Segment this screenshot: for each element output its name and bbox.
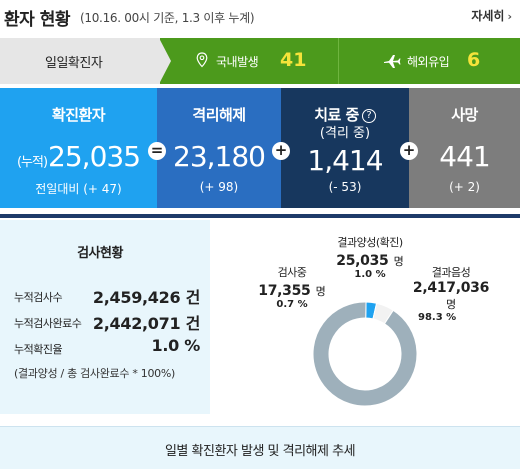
negative-unit: 명	[445, 298, 457, 311]
treating-box: 치료 중? (격리 중) 1,414 (- 53)	[281, 88, 409, 208]
plus-sign: +	[400, 142, 418, 160]
negative-pct: 98.3 %	[418, 312, 457, 323]
released-change: (+ 98)	[199, 180, 239, 194]
test-row: 누적확진율 1.0 %	[14, 336, 200, 360]
testing-unit: 명	[315, 285, 326, 298]
donut-chart	[312, 301, 418, 407]
positive-unit: 명	[393, 255, 404, 268]
testing-pct: 0.7 %	[276, 299, 308, 310]
slice-negative	[312, 301, 418, 407]
map-pin-icon	[196, 52, 208, 68]
treating-sublabel: (격리 중)	[319, 126, 371, 141]
treating-value: 1,414	[307, 144, 383, 177]
confirmed-value: 25,035	[48, 140, 141, 173]
summary-row: 확진환자 (누적)25,035 전일대비 (+ 47) = 격리해제 23,18…	[0, 88, 520, 208]
treating-label: 치료 중	[314, 106, 359, 124]
label-positive: 결과양성(확진) 25,035 명 1.0 %	[320, 234, 420, 280]
positive-pct: 1.0 %	[354, 269, 386, 280]
confirmed-value-wrap: (누적)25,035	[0, 140, 157, 173]
confirmed-box: 확진환자 (누적)25,035 전일대비 (+ 47)	[0, 88, 157, 208]
plus-sign: +	[272, 142, 290, 160]
page-header: 환자 현황 (10.16. 00시 기준, 1.3 이후 누계) 자세히 ›	[0, 0, 520, 36]
testing-count: 17,355	[258, 283, 311, 299]
equals-sign: =	[148, 142, 166, 160]
detail-label: 자세히	[471, 9, 505, 23]
test-row-label: 누적검사완료수	[14, 317, 82, 330]
detail-link[interactable]: 자세히 ›	[471, 7, 512, 24]
positive-count: 25,035	[336, 253, 389, 269]
positive-name: 결과양성(확진)	[337, 236, 403, 249]
deaths-value: 441	[439, 140, 490, 173]
label-testing: 검사중 17,355 명 0.7 %	[252, 264, 332, 310]
label-negative: 결과음성 2,417,036 명 98.3 %	[396, 264, 506, 323]
domestic-box: 국내발생 41	[159, 38, 338, 84]
test-row-label: 누적확진율	[14, 343, 63, 356]
released-label: 격리해제	[192, 106, 246, 124]
test-result-chart: 검사중 17,355 명 0.7 % 결과양성(확진) 25,035 명 1.0…	[210, 220, 520, 414]
domestic-value: 41	[280, 49, 307, 71]
test-row-label: 누적검사수	[14, 291, 63, 304]
overseas-box: 해외유입 6	[338, 38, 520, 84]
plane-icon	[384, 55, 401, 68]
confirmed-label: 확진환자	[51, 106, 106, 124]
chevron-right-icon: ›	[507, 10, 512, 23]
confirmed-change: 전일대비 (+ 47)	[35, 182, 122, 196]
test-row-value: 2,442,071 건	[92, 314, 200, 333]
daily-label: 일일확진자	[45, 56, 103, 71]
negative-name: 결과음성	[431, 266, 471, 279]
confirmed-prefix: (누적)	[16, 155, 48, 170]
test-row-value: 2,459,426 건	[92, 288, 200, 307]
released-box: 격리해제 23,180 (+ 98)	[157, 88, 281, 208]
treating-change: (- 53)	[328, 180, 362, 194]
page-subtitle: (10.16. 00시 기준, 1.3 이후 누계)	[80, 11, 255, 25]
help-circle-icon[interactable]: ?	[361, 109, 376, 123]
overseas-value: 6	[467, 49, 481, 71]
test-row: 누적검사완료수 2,442,071 건	[14, 310, 200, 334]
section-divider	[0, 214, 520, 218]
trend-section-title: 일별 확진환자 발생 및 격리해제 추세	[164, 444, 356, 459]
overseas-label: 해외유입	[407, 55, 450, 69]
deaths-label: 사망	[451, 106, 478, 124]
trend-section-header[interactable]: 일별 확진환자 발생 및 격리해제 추세	[0, 426, 520, 469]
negative-count: 2,417,036	[412, 280, 490, 296]
daily-row: 일일확진자 국내발생 41 해외유입 6	[0, 38, 520, 84]
released-value: 23,180	[173, 140, 266, 173]
page-title: 환자 현황	[4, 10, 70, 30]
deaths-box: 사망 441 (+ 2)	[409, 88, 520, 208]
test-status-title: 검사현황	[77, 246, 123, 261]
deaths-change: (+ 2)	[449, 180, 480, 194]
test-note: (결과양성 / 총 검사완료수 * 100%)	[14, 367, 176, 380]
daily-label-box: 일일확진자	[0, 38, 160, 84]
domestic-label: 국내발생	[216, 55, 259, 69]
test-status-panel: 검사현황 누적검사수 2,459,426 건 누적검사완료수 2,442,071…	[0, 220, 210, 414]
test-row: 누적검사수 2,459,426 건	[14, 284, 200, 308]
testing-name: 검사중	[277, 266, 307, 279]
test-row-value: 1.0 %	[151, 336, 201, 355]
treating-label-wrap: 치료 중?	[281, 104, 409, 125]
